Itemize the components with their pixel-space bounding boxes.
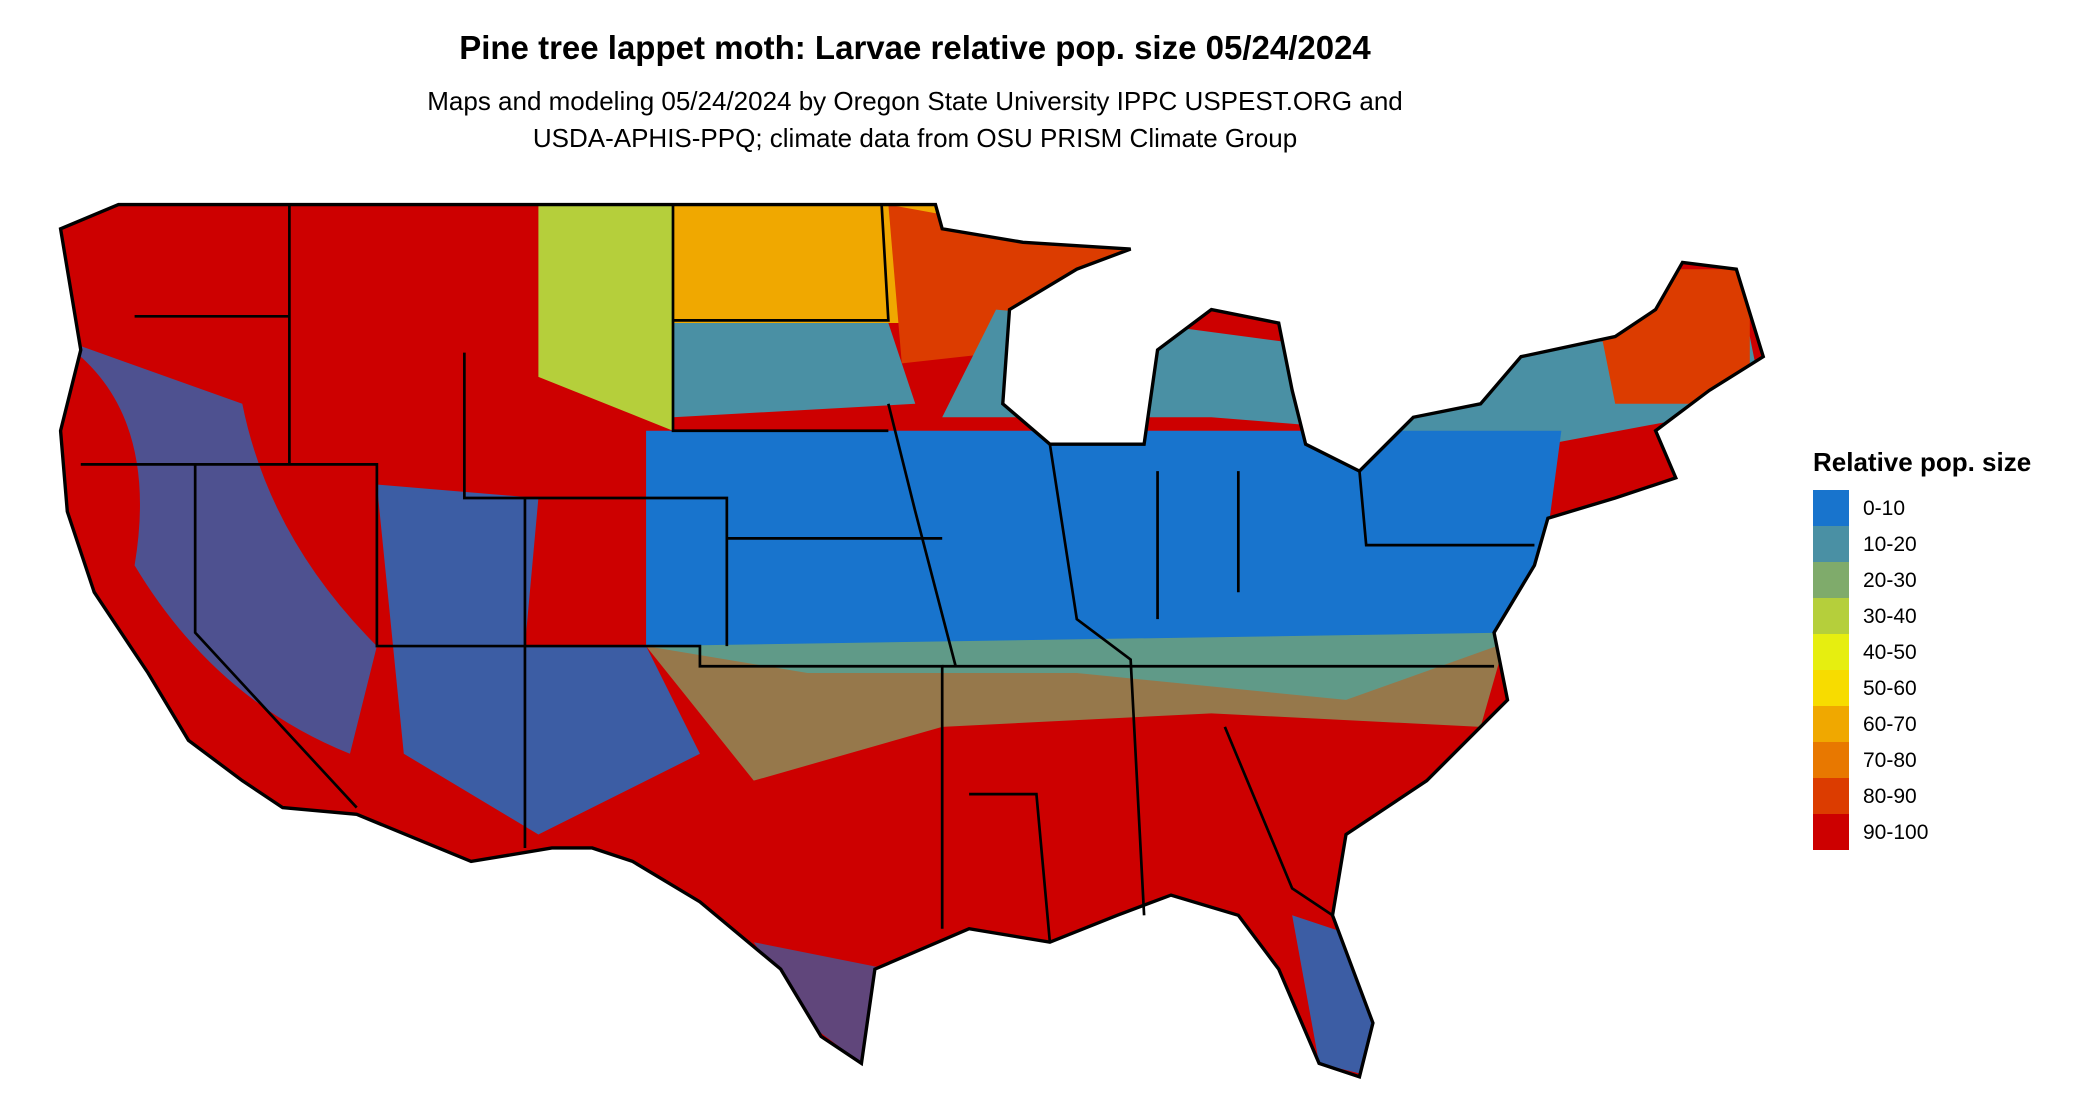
legend-label: 10-20 [1863,533,1917,556]
legend-label: 40-50 [1863,641,1917,664]
legend-swatch [1813,706,1849,742]
legend-label: 30-40 [1863,605,1917,628]
legend-swatch [1813,634,1849,670]
legend: 0-10 10-20 20-30 30-40 40-50 50-60 60-70 70-80 8… [1813,490,1928,850]
legend-swatch [1813,490,1849,526]
legend-swatch [1813,562,1849,598]
legend-swatch [1813,778,1849,814]
legend-label: 0-10 [1863,497,1905,520]
legend-swatch [1813,670,1849,706]
subtitle-line: USDA-APHIS-PPQ; climate data from OSU PR… [533,123,1297,153]
legend-swatch [1813,814,1849,850]
legend-label: 50-60 [1863,677,1917,700]
legend-label: 80-90 [1863,785,1917,808]
state-borders [80,204,1535,943]
legend-swatch [1813,742,1849,778]
legend-label: 20-30 [1863,569,1917,592]
legend-label: 70-80 [1863,749,1917,772]
legend-label: 90-100 [1863,821,1928,844]
subtitle-line: Maps and modeling 05/24/2024 by Oregon S… [427,86,1403,116]
legend-swatch [1813,526,1849,562]
map-title: Pine tree lappet moth: Larvae relative p… [459,29,1371,66]
map [58,202,1765,1079]
legend-title: Relative pop. size [1813,447,2031,477]
legend-swatch [1813,598,1849,634]
legend-label: 60-70 [1863,713,1917,736]
map-fill [60,204,1764,1077]
